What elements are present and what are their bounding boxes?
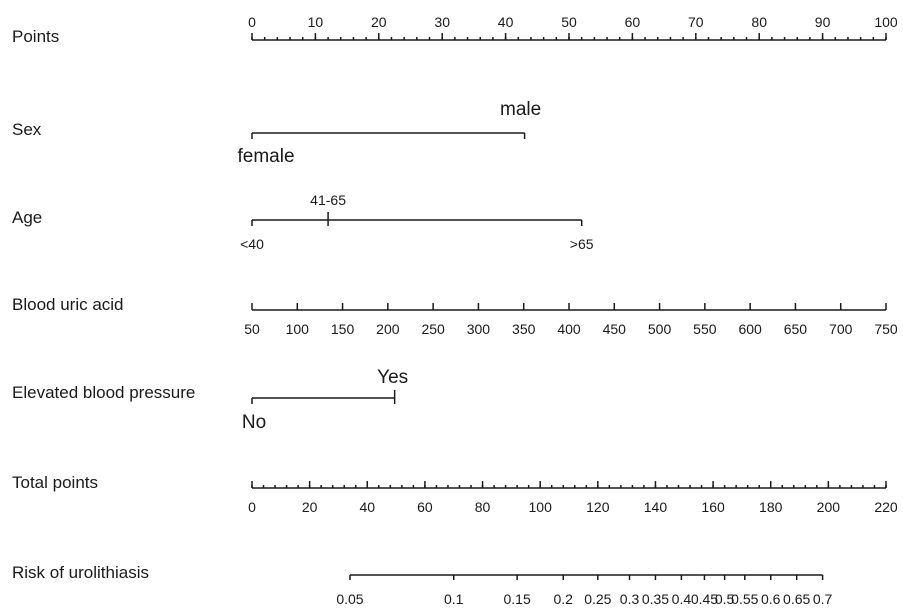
- risk-tick-label: 0.55: [731, 591, 758, 607]
- tick-label: 700: [829, 321, 853, 337]
- tick-label: 90: [815, 14, 831, 30]
- risk-tick-label: 0.5: [715, 591, 735, 607]
- row-label: Total points: [12, 473, 98, 492]
- tick-label: 500: [648, 321, 672, 337]
- tick-label: 100: [874, 14, 898, 30]
- tick-label: 40: [359, 499, 375, 515]
- risk-tick-label: 0.3: [620, 591, 640, 607]
- risk-tick-label: 0.4: [672, 591, 692, 607]
- row-label: Risk of urolithiasis: [12, 563, 149, 582]
- row-label: Sex: [12, 120, 42, 139]
- risk-tick-label: 0.25: [584, 591, 611, 607]
- tick-label: 10: [308, 14, 324, 30]
- tick-label: 300: [467, 321, 491, 337]
- tick-label: 20: [371, 14, 387, 30]
- tick-label: 30: [434, 14, 450, 30]
- tick-label: 350: [512, 321, 536, 337]
- tick-label: 80: [751, 14, 767, 30]
- risk-tick-label: 0.6: [761, 591, 781, 607]
- tick-label: 150: [331, 321, 355, 337]
- tick-label: 750: [874, 321, 898, 337]
- tick-label: 100: [286, 321, 310, 337]
- level-label: No: [242, 412, 266, 433]
- row-label: Blood uric acid: [12, 295, 124, 314]
- tick-label: 100: [529, 499, 553, 515]
- tick-label: 0: [248, 499, 256, 515]
- risk-tick-label: 0.45: [691, 591, 718, 607]
- tick-label: 80: [475, 499, 491, 515]
- tick-label: 180: [759, 499, 783, 515]
- level-label: Yes: [377, 367, 408, 388]
- risk-tick-label: 0.35: [642, 591, 669, 607]
- level-label: <40: [240, 236, 264, 252]
- level-label: >65: [570, 236, 594, 252]
- row-label: Age: [12, 208, 42, 227]
- tick-label: 200: [376, 321, 400, 337]
- tick-label: 140: [644, 499, 668, 515]
- risk-tick-label: 0.7: [813, 591, 833, 607]
- risk-tick-label: 0.15: [504, 591, 531, 607]
- tick-label: 60: [417, 499, 433, 515]
- tick-label: 250: [421, 321, 445, 337]
- tick-label: 60: [625, 14, 641, 30]
- level-label: female: [237, 146, 294, 167]
- tick-label: 0: [248, 14, 256, 30]
- level-label: 41-65: [310, 192, 346, 208]
- tick-label: 70: [688, 14, 704, 30]
- tick-label: 650: [784, 321, 808, 337]
- tick-label: 220: [874, 499, 898, 515]
- tick-label: 20: [302, 499, 318, 515]
- tick-label: 50: [244, 321, 260, 337]
- risk-tick-label: 0.65: [783, 591, 810, 607]
- tick-label: 550: [693, 321, 717, 337]
- tick-label: 400: [557, 321, 581, 337]
- tick-label: 200: [817, 499, 841, 515]
- tick-label: 120: [586, 499, 610, 515]
- tick-label: 40: [498, 14, 514, 30]
- tick-label: 160: [701, 499, 725, 515]
- tick-label: 450: [603, 321, 627, 337]
- risk-tick-label: 0.05: [336, 591, 363, 607]
- tick-label: 50: [561, 14, 577, 30]
- tick-label: 600: [738, 321, 762, 337]
- row-label: Points: [12, 27, 59, 46]
- level-label: male: [500, 99, 541, 120]
- risk-tick-label: 0.1: [444, 591, 464, 607]
- row-label: Elevated blood pressure: [12, 383, 195, 402]
- risk-tick-label: 0.2: [554, 591, 574, 607]
